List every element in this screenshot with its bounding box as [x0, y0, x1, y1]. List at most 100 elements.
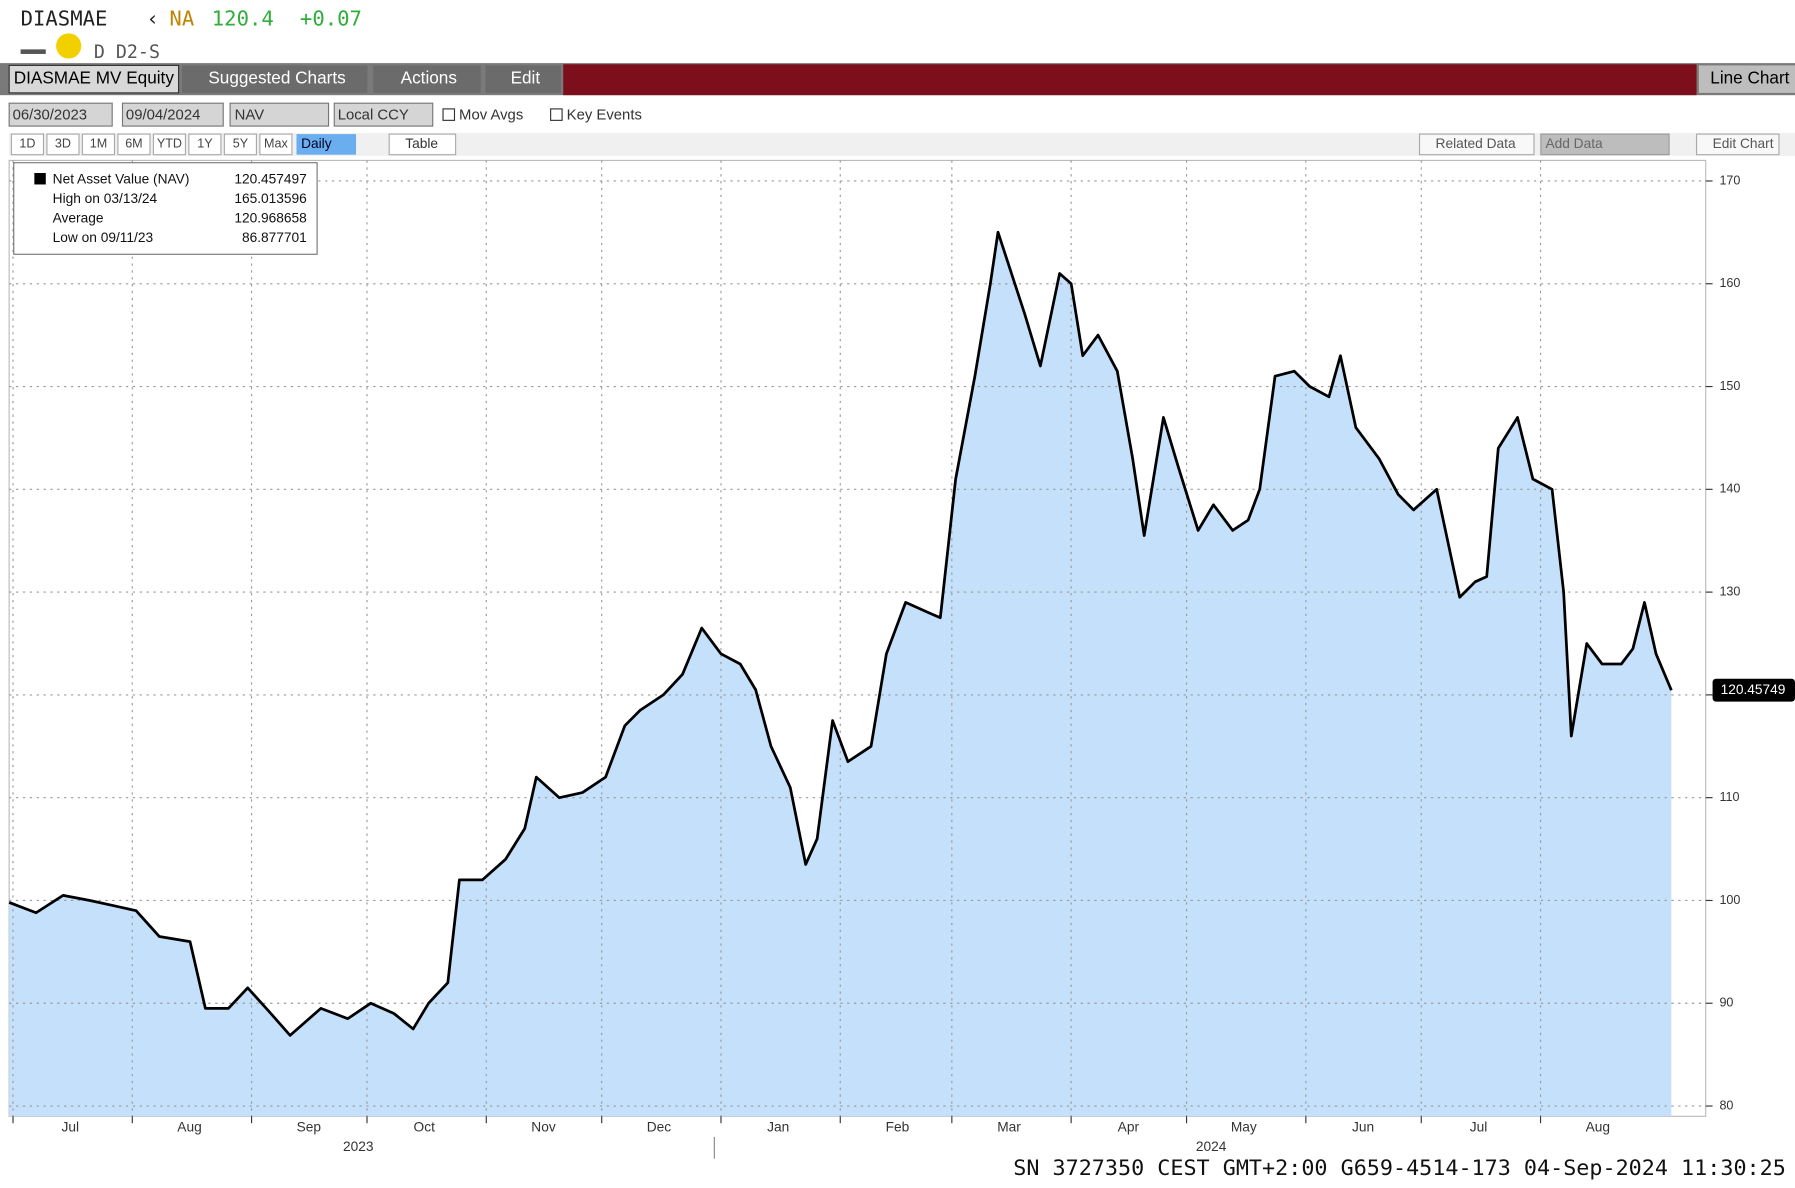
year-label: 2024	[1196, 1139, 1227, 1154]
y-tick-label: 130	[1719, 584, 1740, 598]
ticker: DIASMAE	[21, 7, 108, 31]
related-data-button[interactable]	[1418, 133, 1535, 156]
period-label: 6M	[125, 137, 142, 151]
y-tick-label: 170	[1719, 173, 1740, 187]
edit-label: Edit	[511, 68, 541, 88]
year-label: 2023	[343, 1139, 374, 1154]
field: NAV	[235, 108, 265, 124]
add-data: Add Data	[1545, 136, 1603, 151]
x-tick-label: Jun	[1352, 1119, 1374, 1134]
period-button[interactable]	[46, 133, 80, 156]
edit-tab[interactable]	[485, 65, 561, 93]
period-button[interactable]	[259, 133, 293, 156]
title-strip	[563, 64, 1697, 96]
footer: SN 3727350 CEST GMT+2:00 G659-4514-173 0…	[1013, 1156, 1786, 1181]
key-events: Key Events	[567, 108, 642, 124]
x-tick-label: Jul	[1470, 1119, 1488, 1134]
legend	[13, 162, 318, 255]
chart-type-tab[interactable]	[1698, 65, 1795, 93]
currency-select[interactable]	[333, 102, 434, 127]
table: Table	[405, 136, 438, 151]
legend-stat-label: Average	[53, 210, 104, 225]
legend-stat-label: Low on 09/11/23	[53, 230, 154, 245]
period-label: 1Y	[197, 137, 213, 151]
chart-type-label: Line Chart	[1710, 68, 1789, 88]
legend-stat-label: High on 03/13/24	[53, 191, 158, 206]
x-tick-label: Mar	[997, 1119, 1021, 1134]
start-date-field[interactable]	[8, 102, 113, 127]
legend-stat-value: 165.013596	[234, 191, 307, 206]
icon	[20, 49, 46, 54]
last-value-label: 120.45749	[1721, 682, 1786, 697]
y-tick-label: 140	[1719, 482, 1740, 496]
period-button[interactable]	[223, 133, 258, 156]
x-tick-label: Aug	[1586, 1119, 1610, 1134]
x-tick-label: Sep	[297, 1119, 322, 1134]
suggested-label: Suggested Charts	[208, 68, 345, 88]
security-tab[interactable]	[8, 64, 180, 94]
x-tick-label: Feb	[886, 1119, 910, 1134]
separator: ‹	[147, 7, 159, 31]
price: 120.4	[212, 7, 274, 31]
table-button[interactable]	[388, 133, 457, 156]
period-button[interactable]	[117, 133, 151, 156]
logo-icon[interactable]	[56, 33, 82, 59]
start-date: 06/30/2023	[13, 108, 87, 124]
subline: D D2-S	[94, 42, 160, 63]
period-label: 3D	[55, 137, 71, 151]
end-date: 09/04/2024	[126, 108, 200, 124]
currency: Local CCY	[338, 108, 409, 124]
line	[8, 230, 1673, 1037]
exchange: NA	[169, 7, 194, 31]
x-tick-label: Dec	[647, 1119, 672, 1134]
end-date-field[interactable]	[121, 102, 224, 127]
legend-stats: High on 03/13/24 165.013596 Average 120.968…	[53, 191, 308, 245]
period-label: 1D	[19, 137, 35, 151]
y-tick-label: 90	[1719, 996, 1733, 1010]
y-tick-label: 150	[1719, 379, 1740, 393]
x-tick-label: Oct	[414, 1119, 436, 1134]
field-select[interactable]	[229, 102, 330, 127]
area	[9, 232, 1672, 1117]
legend-swatch	[34, 173, 46, 185]
frequency-button[interactable]	[296, 134, 357, 155]
x-tick-label: Jan	[767, 1119, 789, 1134]
last-value-tag	[1712, 678, 1795, 702]
y-tick-label: 100	[1719, 893, 1740, 907]
y-tick-label: 110	[1719, 790, 1739, 804]
add-data-field[interactable]	[1540, 133, 1670, 156]
x-tick-label: Nov	[531, 1119, 556, 1134]
legend-stat-value: 86.877701	[242, 230, 307, 245]
period-label: Max	[264, 137, 288, 151]
period-group: 1D 3D 1M 6M YTD 1Y 5Y Max	[10, 133, 293, 156]
period-label: YTD	[157, 137, 182, 151]
period-button[interactable]	[10, 133, 45, 156]
period-button[interactable]	[152, 133, 187, 156]
actions-tab[interactable]	[373, 65, 481, 93]
key-events-checkbox[interactable]	[550, 108, 563, 121]
edit-chart: Edit Chart	[1713, 136, 1774, 151]
suggested-tab[interactable]	[182, 65, 368, 93]
change: +0.07	[300, 7, 362, 31]
mov-avgs: Mov Avgs	[459, 108, 523, 124]
x-tick-label: Jul	[61, 1119, 79, 1134]
security-label: DIASMAE MV Equity	[14, 68, 175, 88]
edit-chart-button[interactable]	[1695, 133, 1780, 156]
legend-series: Net Asset Value (NAV)	[53, 172, 190, 187]
period-label: 5Y	[233, 137, 249, 151]
legend-last-value: 120.457497	[234, 172, 306, 187]
legend-stat-value: 120.968658	[234, 210, 307, 225]
period-button[interactable]	[81, 133, 116, 156]
period-label: 1M	[90, 137, 107, 151]
frequency: Daily	[301, 136, 332, 151]
y-tick-label: 80	[1719, 1098, 1733, 1112]
y-tick-label: 160	[1719, 276, 1740, 290]
x-tick-label: Aug	[177, 1119, 201, 1134]
related-data: Related Data	[1436, 136, 1516, 151]
actions-label: Actions	[401, 68, 457, 88]
period-button[interactable]	[188, 133, 222, 156]
x-tick-label: May	[1231, 1119, 1257, 1134]
mov-avgs-checkbox[interactable]	[442, 108, 456, 121]
